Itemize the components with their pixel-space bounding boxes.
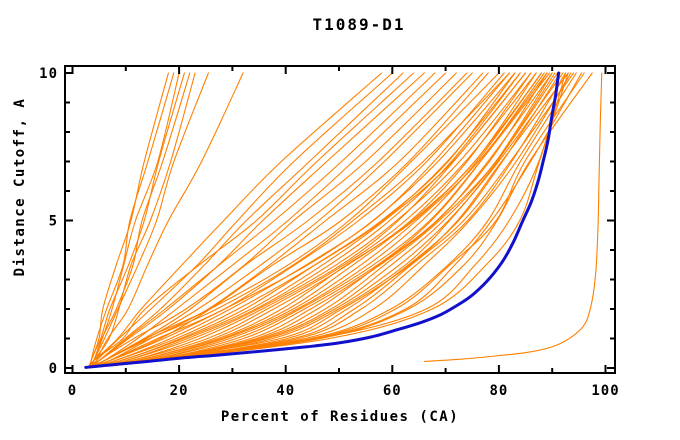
model-curve xyxy=(94,72,532,368)
axes-layer: 0 20 40 60 80 100 0 5 10 xyxy=(39,65,619,399)
model-curve xyxy=(90,72,548,368)
model-curve xyxy=(92,72,543,368)
x-tick-label: 40 xyxy=(276,383,295,399)
curves-layer xyxy=(84,71,603,369)
x-tick-label: 0 xyxy=(68,383,77,399)
best-model-curve xyxy=(84,71,561,369)
model-curve xyxy=(90,72,505,368)
model-curve xyxy=(92,72,484,368)
model-curve xyxy=(92,72,209,368)
model-curve xyxy=(94,72,521,368)
x-tick-label: 100 xyxy=(591,383,619,399)
plot-frame xyxy=(64,65,616,374)
model-curve xyxy=(91,72,415,368)
model-curve xyxy=(90,72,516,368)
model-curve xyxy=(94,72,569,368)
model-curve xyxy=(90,72,185,368)
model-curve xyxy=(87,72,468,368)
model-curve xyxy=(87,72,516,368)
model-curve xyxy=(90,72,527,368)
y-tick-label: 0 xyxy=(49,361,58,377)
model-curve xyxy=(92,72,577,368)
x-axis-title: Percent of Residues (CA) xyxy=(221,409,459,425)
y-tick-label: 10 xyxy=(39,66,58,82)
chart-title: T1089-D1 xyxy=(312,15,405,34)
model-curve xyxy=(423,72,603,363)
model-curve xyxy=(92,72,567,368)
y-tick-label: 5 xyxy=(49,214,58,230)
model-curve xyxy=(92,72,447,368)
model-curve xyxy=(94,72,543,368)
model-curve xyxy=(92,72,567,368)
model-curve xyxy=(94,72,511,368)
model-curve xyxy=(94,72,244,368)
x-tick-label: 80 xyxy=(489,383,508,399)
y-axis-title: Distance Cutoff, A xyxy=(12,98,28,277)
x-tick-label: 20 xyxy=(170,383,189,399)
model-curve xyxy=(87,72,527,368)
x-tick-label: 60 xyxy=(383,383,402,399)
model-curve xyxy=(90,72,537,368)
